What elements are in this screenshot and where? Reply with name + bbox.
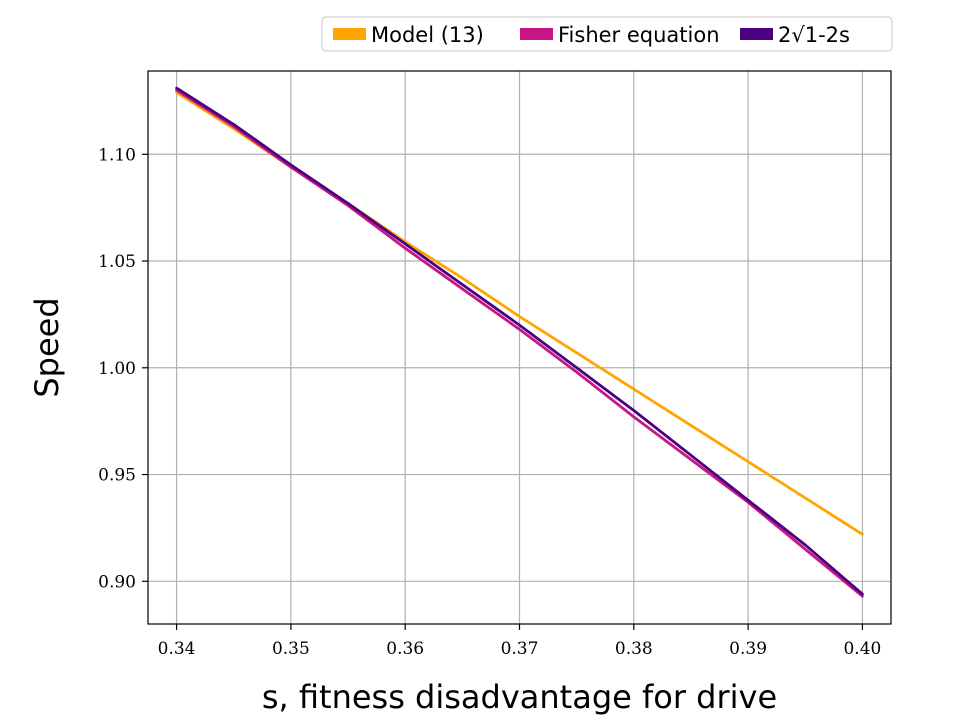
legend-swatch [740,28,773,40]
x-tick-label: 0.40 [843,639,881,659]
x-axis-title: s, fitness disadvantage for drive [262,678,777,716]
legend-swatch [520,28,553,40]
series-lines [175,86,864,598]
series-line-fisher-equation [175,88,864,598]
grid-lines [148,71,891,624]
series-line-2-1-2s [175,86,864,596]
x-tick-label: 0.38 [615,639,653,659]
y-tick-label: 0.95 [98,466,136,486]
x-tick-label: 0.37 [501,639,539,659]
legend-box [321,16,893,52]
y-tick-label: 0.90 [98,572,136,592]
legend-label: Model (13) [371,23,484,47]
legend: Model (13) Fisher equation 2√1-2s [321,16,893,52]
x-tick-label: 0.35 [272,639,310,659]
legend-label: 2√1-2s [778,23,850,47]
y-axis-title: Speed [28,297,66,397]
x-tick-label: 0.39 [729,639,767,659]
x-tick-label: 0.34 [158,639,196,659]
y-axis-ticks: 0.90 0.95 1.00 1.05 1.10 [98,145,148,592]
legend-swatch [333,28,366,40]
y-tick-label: 1.10 [98,145,136,165]
y-tick-label: 1.05 [98,252,136,272]
legend-label: Fisher equation [558,23,720,47]
y-tick-label: 1.00 [98,359,136,379]
x-axis-ticks: 0.34 0.35 0.36 0.37 0.38 0.39 0.40 [158,624,881,659]
x-tick-label: 0.36 [386,639,424,659]
